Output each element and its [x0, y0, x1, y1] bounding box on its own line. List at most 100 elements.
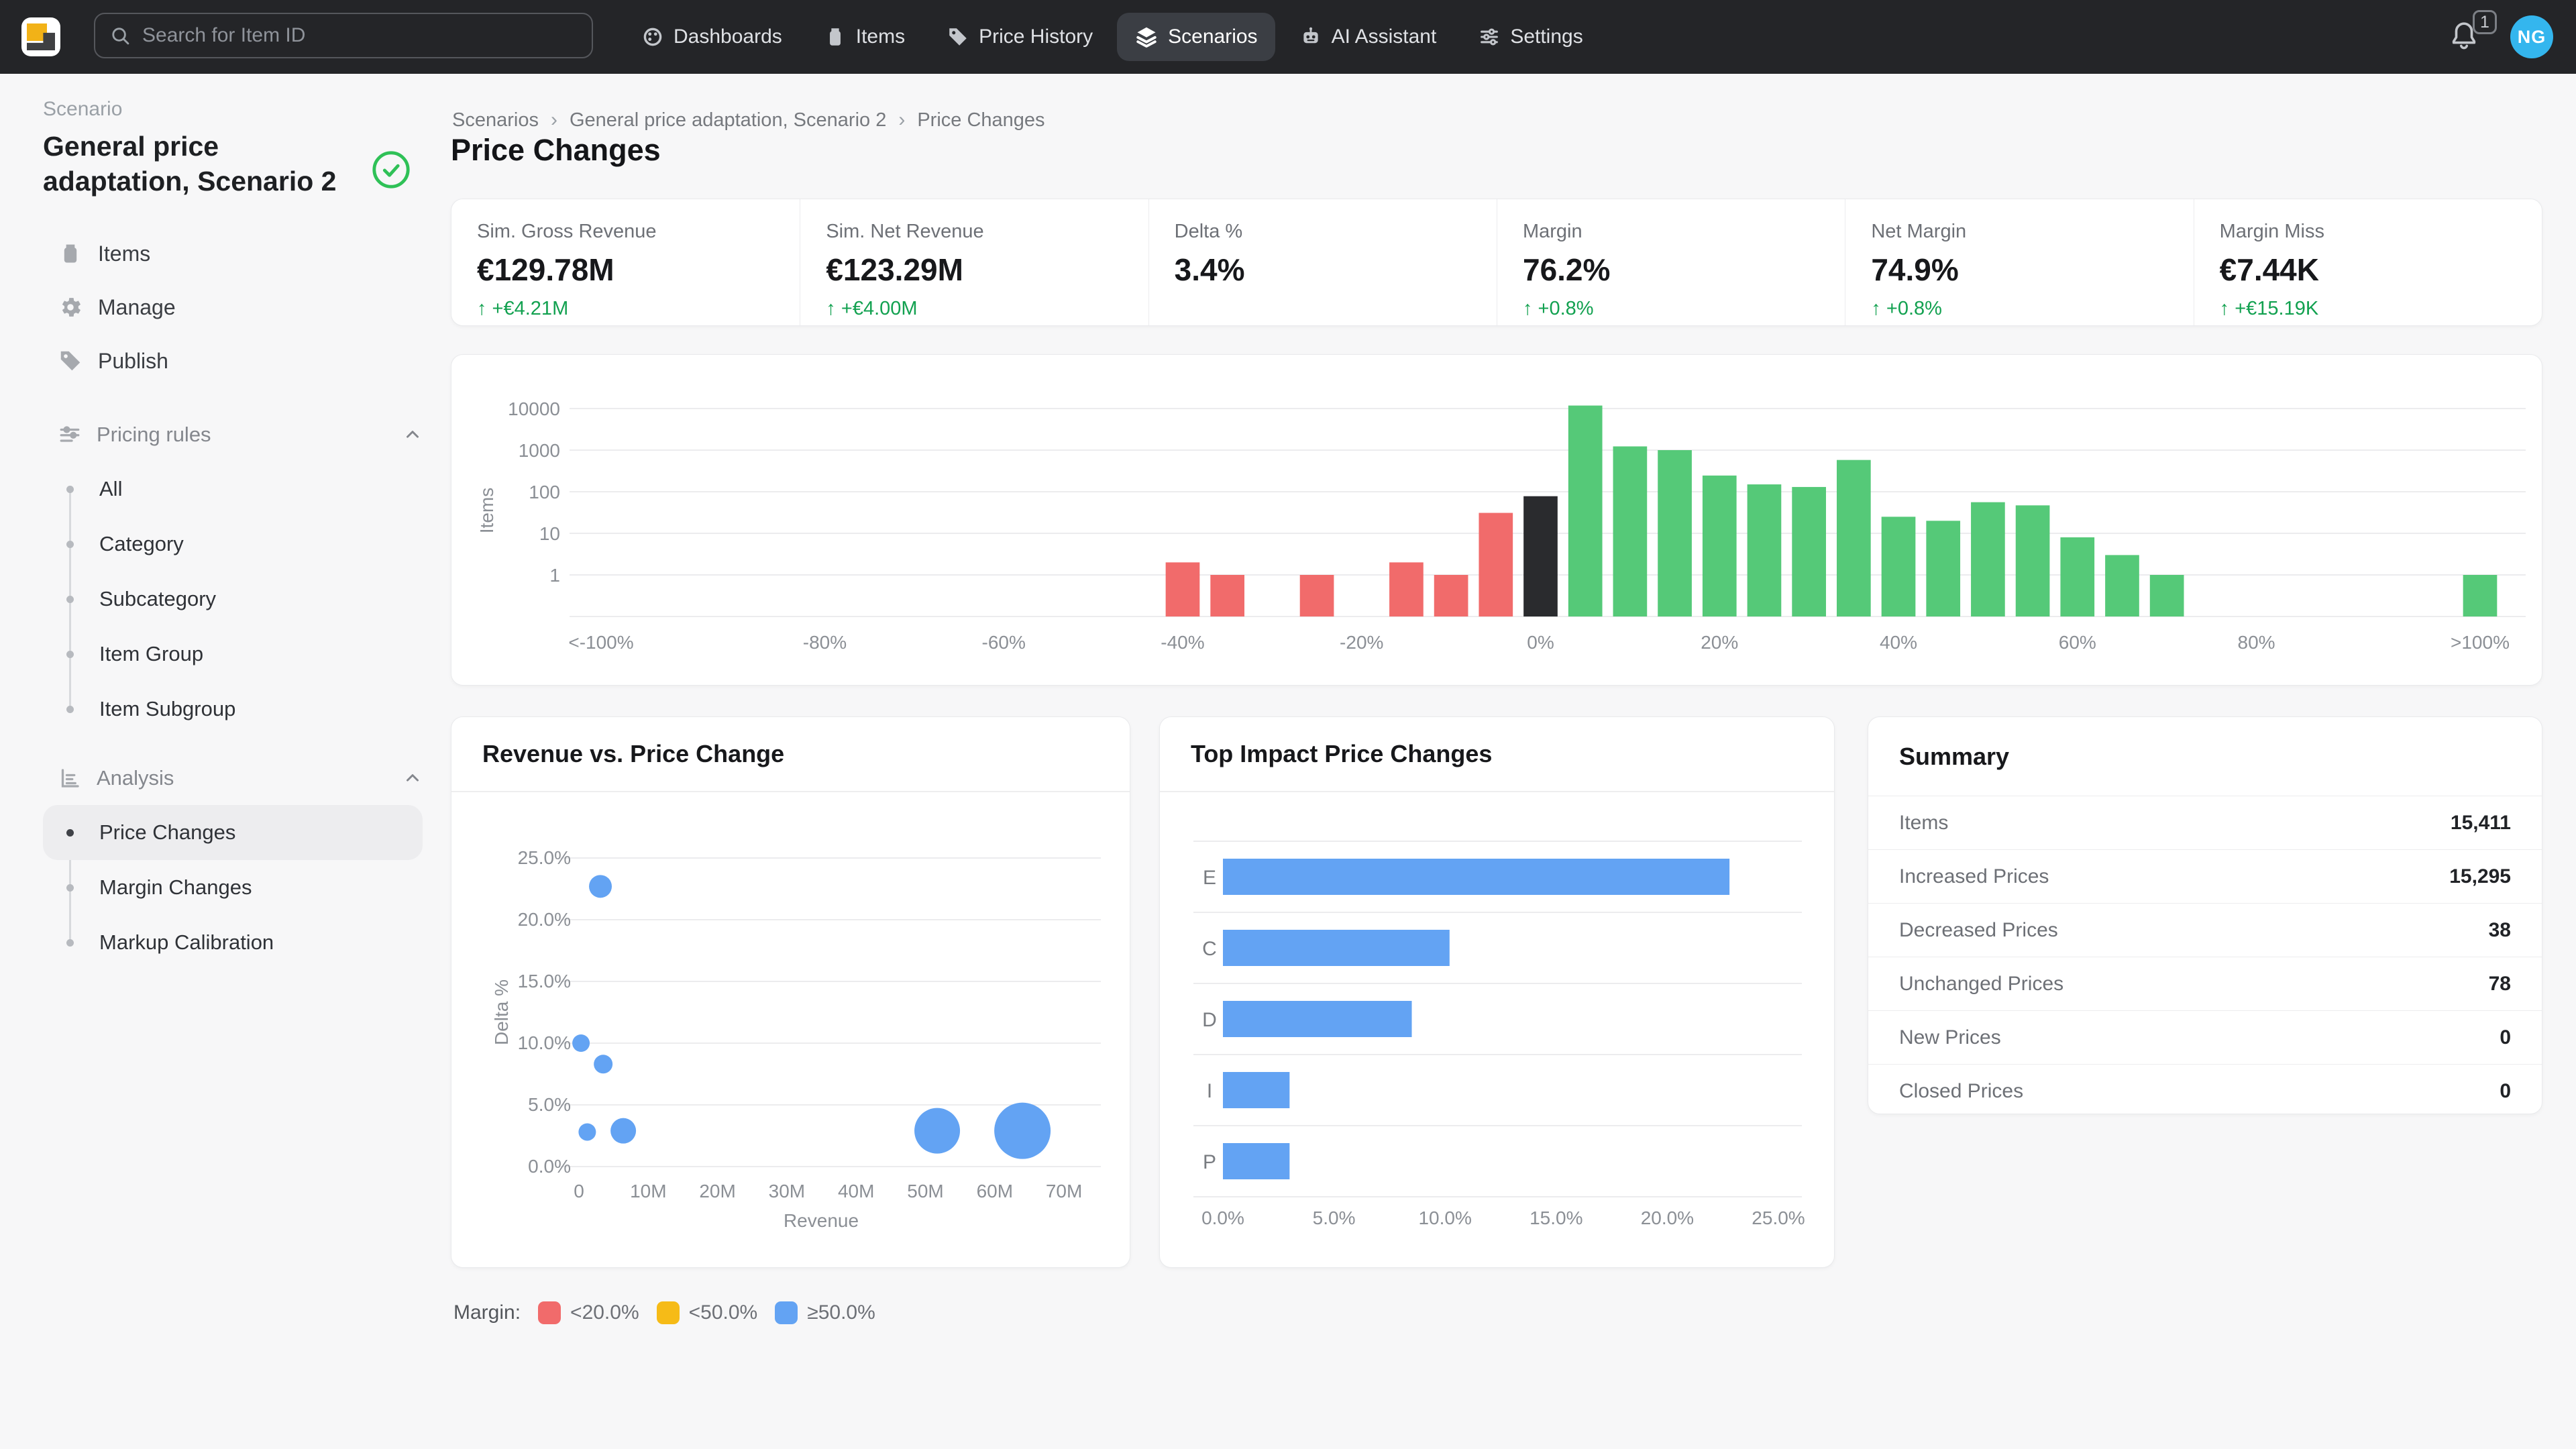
scenario-title: General price adaptation, Scenario 2 [43, 129, 346, 199]
nav-ai-assistant[interactable]: AI Assistant [1282, 13, 1454, 61]
svg-text:40%: 40% [1880, 632, 1917, 653]
kpi-value: €123.29M [826, 252, 1148, 288]
sidebar-item-item-subgroup[interactable]: Item Subgroup [43, 682, 423, 737]
svg-text:-40%: -40% [1161, 632, 1204, 653]
svg-text:0%: 0% [1527, 632, 1554, 653]
chevron-up-icon [402, 425, 423, 445]
kpi-value: €129.78M [477, 252, 800, 288]
summary-rows: Items15,411 Increased Prices15,295 Decre… [1868, 796, 2542, 1118]
kpi-delta-pct: Delta % 3.4% [1148, 199, 1497, 325]
app-logo-mark [25, 21, 56, 52]
kpi-delta: ↑ +0.8% [1523, 298, 1845, 320]
app-root: Dashboards Items Price History Scenarios [0, 0, 2576, 1449]
margin-legend: Margin: <20.0% <50.0% ≥50.0% [453, 1296, 875, 1330]
gear-icon [58, 294, 83, 320]
check-circle-icon [370, 149, 412, 191]
box-icon [58, 241, 83, 266]
nav-label: Dashboards [674, 25, 782, 48]
ai-assistant-icon [1299, 25, 1322, 48]
svg-text:Delta %: Delta % [491, 979, 512, 1045]
summary-row-increased: Increased Prices15,295 [1868, 849, 2542, 903]
nav-settings[interactable]: Settings [1460, 13, 1600, 61]
summary-label: Increased Prices [1899, 865, 2049, 888]
legend-swatch-yellow [657, 1301, 680, 1324]
nav-label: AI Assistant [1332, 25, 1437, 48]
breadcrumb-scenarios[interactable]: Scenarios [452, 109, 539, 131]
breadcrumb-current: Price Changes [917, 109, 1044, 131]
sidebar-group-analysis[interactable]: Analysis [43, 751, 423, 805]
svg-text:60M: 60M [977, 1181, 1013, 1201]
summary-row-decreased: Decreased Prices38 [1868, 903, 2542, 957]
nav-label: Price History [979, 25, 1093, 48]
revenue-vs-price-change-card: Revenue vs. Price Change 0.0%5.0%10.0%15… [451, 716, 1130, 1268]
summary-label: Closed Prices [1899, 1080, 2023, 1103]
legend-swatch-blue [775, 1301, 798, 1324]
sidebar-item-label: Item Group [99, 642, 203, 666]
svg-text:>100%: >100% [2451, 632, 2510, 653]
svg-text:40M: 40M [838, 1181, 874, 1201]
legend-swatch-red [538, 1301, 561, 1324]
svg-text:I: I [1207, 1080, 1212, 1102]
bullet-icon [66, 939, 74, 947]
sidebar-item-markup-calibration[interactable]: Markup Calibration [43, 915, 423, 970]
sidebar-item-subcategory[interactable]: Subcategory [43, 572, 423, 627]
chevron-up-icon [402, 768, 423, 788]
sidebar-item-label: All [99, 477, 122, 501]
pricing-rules-subnav: All Category Subcategory Item Group Item… [43, 462, 423, 737]
sidebar-item-label: Margin Changes [99, 875, 252, 900]
kpi-row: Sim. Gross Revenue €129.78M ↑ +€4.21M Si… [451, 199, 2542, 326]
scatter-plot: 0.0%5.0%10.0%15.0%20.0%25.0%010M20M30M40… [451, 792, 1131, 1269]
summary-label: Items [1899, 812, 1948, 835]
scenario-label: Scenario [43, 98, 122, 121]
summary-card: Summary Items15,411 Increased Prices15,2… [1868, 716, 2542, 1114]
sidebar-item-label: Markup Calibration [99, 930, 274, 955]
nav-items[interactable]: Items [806, 13, 922, 61]
app-logo[interactable] [21, 17, 60, 56]
kpi-delta: ↑ +0.8% [1871, 298, 2193, 320]
svg-text:P: P [1203, 1151, 1216, 1173]
svg-text:0.0%: 0.0% [1201, 1208, 1244, 1228]
notifications-button[interactable]: 1 [2449, 19, 2481, 54]
sidebar-item-label: Price Changes [99, 820, 235, 845]
svg-text:C: C [1202, 938, 1217, 960]
sidebar-item-category[interactable]: Category [43, 517, 423, 572]
sidebar-item-label: Category [99, 532, 184, 556]
svg-text:D: D [1202, 1009, 1217, 1031]
svg-text:20M: 20M [699, 1181, 735, 1201]
svg-text:0: 0 [574, 1181, 584, 1201]
search-box [94, 13, 593, 58]
top-bar: Dashboards Items Price History Scenarios [0, 0, 2576, 74]
avatar[interactable]: NG [2510, 15, 2553, 58]
summary-value: 38 [2489, 919, 2511, 942]
sidebar-group-pricing-rules[interactable]: Pricing rules [43, 408, 423, 462]
nav-dashboards[interactable]: Dashboards [624, 13, 800, 61]
svg-text:80%: 80% [2238, 632, 2275, 653]
sidebar-item-items[interactable]: Items [43, 227, 423, 280]
kpi-delta: ↑ +€15.19K [2220, 298, 2542, 320]
kpi-label: Sim. Gross Revenue [477, 221, 800, 243]
sidebar: Scenario General price adaptation, Scena… [0, 74, 451, 1449]
sidebar-item-price-changes[interactable]: Price Changes [43, 805, 423, 860]
search-input[interactable] [141, 23, 578, 48]
sidebar-item-manage[interactable]: Manage [43, 280, 423, 334]
chart-title: Revenue vs. Price Change [451, 717, 1130, 792]
summary-row-closed: Closed Prices0 [1868, 1064, 2542, 1118]
summary-label: New Prices [1899, 1026, 2001, 1049]
kpi-delta: ↑ +€4.21M [477, 298, 800, 320]
legend-label: <20.0% [570, 1301, 639, 1324]
scenarios-icon [1134, 25, 1159, 49]
svg-text:5.0%: 5.0% [1313, 1208, 1356, 1228]
top-bar-right: 1 NG [2449, 0, 2576, 74]
sidebar-item-label: Subcategory [99, 587, 216, 611]
sidebar-item-publish[interactable]: Publish [43, 334, 423, 388]
kpi-sim-net-revenue: Sim. Net Revenue €123.29M ↑ +€4.00M [800, 199, 1148, 325]
nav-scenarios[interactable]: Scenarios [1117, 13, 1275, 61]
search-icon [109, 24, 131, 47]
sidebar-item-all[interactable]: All [43, 462, 423, 517]
settings-icon [1478, 25, 1501, 48]
sidebar-item-label: Items [98, 241, 150, 266]
nav-price-history[interactable]: Price History [929, 13, 1110, 61]
sidebar-item-item-group[interactable]: Item Group [43, 627, 423, 682]
breadcrumb-scenario[interactable]: General price adaptation, Scenario 2 [570, 109, 886, 131]
sidebar-item-margin-changes[interactable]: Margin Changes [43, 860, 423, 915]
